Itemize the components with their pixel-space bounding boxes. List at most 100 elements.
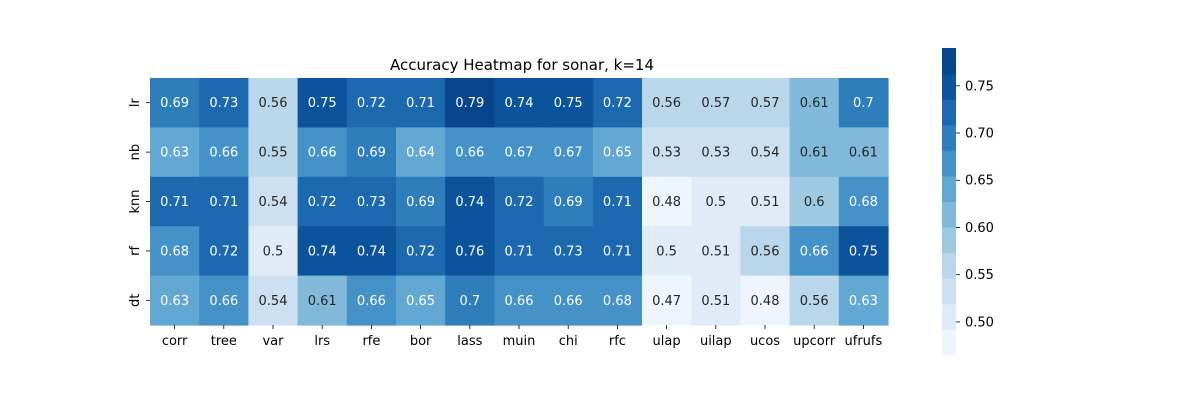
colorbar-segment [942,48,956,75]
heatmap-cell [642,78,692,128]
heatmap-cell [150,127,200,178]
cell-value-label: 0.5 [656,244,677,259]
cell-value-label: 0.73 [209,96,238,111]
heatmap-cells [150,78,889,326]
heatmap-cell [592,127,643,178]
cell-value-label: 0.66 [209,146,238,161]
cell-value-label: 0.56 [751,244,780,259]
cell-value-label: 0.68 [849,195,878,210]
heatmap-cell [838,275,889,326]
heatmap-cell [297,78,348,128]
cell-value-label: 0.74 [357,244,386,259]
heatmap-cell [740,275,791,326]
colorbar-segment [942,252,956,279]
cell-value-label: 0.66 [308,146,337,161]
x-tick-label: ucos [750,334,780,349]
heatmap-cell [691,275,741,326]
heatmap-cell [740,127,791,178]
heatmap-cell [740,176,791,227]
heatmap-cell [248,127,299,178]
heatmap-cell [199,226,249,277]
cell-value-label: 0.63 [160,146,189,161]
y-tick-label: rf [128,246,143,256]
cell-value-label: 0.69 [160,96,189,111]
x-tick-label: upcorr [793,334,836,349]
heatmap-cell-labels: 0.69 0.73 0.56 0.75 0.72 0.71 0.79 0.74 0.75 0.72… [160,96,878,309]
x-tick-label: chi [559,334,578,349]
cell-value-label: 0.61 [849,146,878,161]
cell-value-label: 0.5 [705,195,726,210]
cell-value-label: 0.69 [357,146,386,161]
heatmap-cell [150,176,200,227]
cell-value-label: 0.61 [800,96,829,111]
x-tick-label: ulap [653,334,681,349]
heatmap-cell [445,226,495,277]
heatmap-cell [346,275,397,326]
chart-title: Accuracy Heatmap for sonar, k=14 [390,56,654,74]
cell-value-label: 0.73 [357,195,386,210]
heatmap-cell [346,127,397,178]
heatmap-cell [642,275,692,326]
heatmap-cell [248,275,299,326]
heatmap-cell [297,226,348,277]
cell-value-label: 0.53 [701,146,730,161]
cell-value-label: 0.71 [603,244,632,259]
y-axis: lr nb knn rf dt [128,98,150,307]
heatmap-cell [199,78,249,128]
cell-value-label: 0.72 [603,96,632,111]
heatmap-cell [445,78,495,128]
cell-value-label: 0.7 [853,96,874,111]
x-tick-label: corr [162,334,188,349]
cell-value-label: 0.66 [357,294,386,309]
cell-value-label: 0.72 [505,195,534,210]
heatmap-cell [543,176,594,227]
cell-value-label: 0.54 [259,294,288,309]
heatmap-cell [789,275,840,326]
heatmap-cell [396,275,446,326]
colorbar-segment [942,73,956,100]
cell-value-label: 0.65 [603,146,632,161]
cell-value-label: 0.48 [751,294,780,309]
heatmap-cell [297,176,348,227]
cell-value-label: 0.51 [701,244,730,259]
heatmap-cell [691,78,741,128]
colorbar-segment [942,329,956,356]
cell-value-label: 0.66 [505,294,534,309]
colorbar-tick-label: 0.70 [965,127,994,142]
cell-value-label: 0.53 [652,146,681,161]
cell-value-label: 0.69 [406,195,435,210]
heatmap-cell [543,275,594,326]
cell-value-label: 0.66 [455,146,484,161]
colorbar-tick-label: 0.75 [965,79,994,94]
cell-value-label: 0.63 [849,294,878,309]
heatmap-cell [642,176,692,227]
colorbar-tick-label: 0.55 [965,268,994,283]
heatmap-cell [150,78,200,128]
cell-value-label: 0.6 [804,195,825,210]
heatmap-cell [543,226,594,277]
heatmap-cell [838,226,889,277]
heatmap-cell [248,78,299,128]
heatmap-cell [691,127,741,178]
x-tick-label: uilap [700,334,732,349]
heatmap-cell [199,275,249,326]
heatmap-cell [789,78,840,128]
heatmap-cell [740,226,791,277]
heatmap-cell [346,226,397,277]
cell-value-label: 0.66 [800,244,829,259]
heatmap-cell [789,127,840,178]
colorbar-tick-label: 0.50 [965,315,994,330]
heatmap-cell [346,78,397,128]
cell-value-label: 0.66 [554,294,583,309]
cell-value-label: 0.56 [259,96,288,111]
x-tick-label: var [262,334,284,349]
cell-value-label: 0.76 [455,244,484,259]
cell-value-label: 0.56 [652,96,681,111]
colorbar-tick-label: 0.65 [965,174,994,189]
cell-value-label: 0.72 [406,244,435,259]
heatmap-cell [494,275,545,326]
cell-value-label: 0.75 [308,96,337,111]
x-tick-label: lass [457,334,482,349]
x-axis: corr tree var lrs rfe bor lass muin chi rfc ulap ui… [162,325,883,349]
y-tick-label: lr [128,98,143,108]
